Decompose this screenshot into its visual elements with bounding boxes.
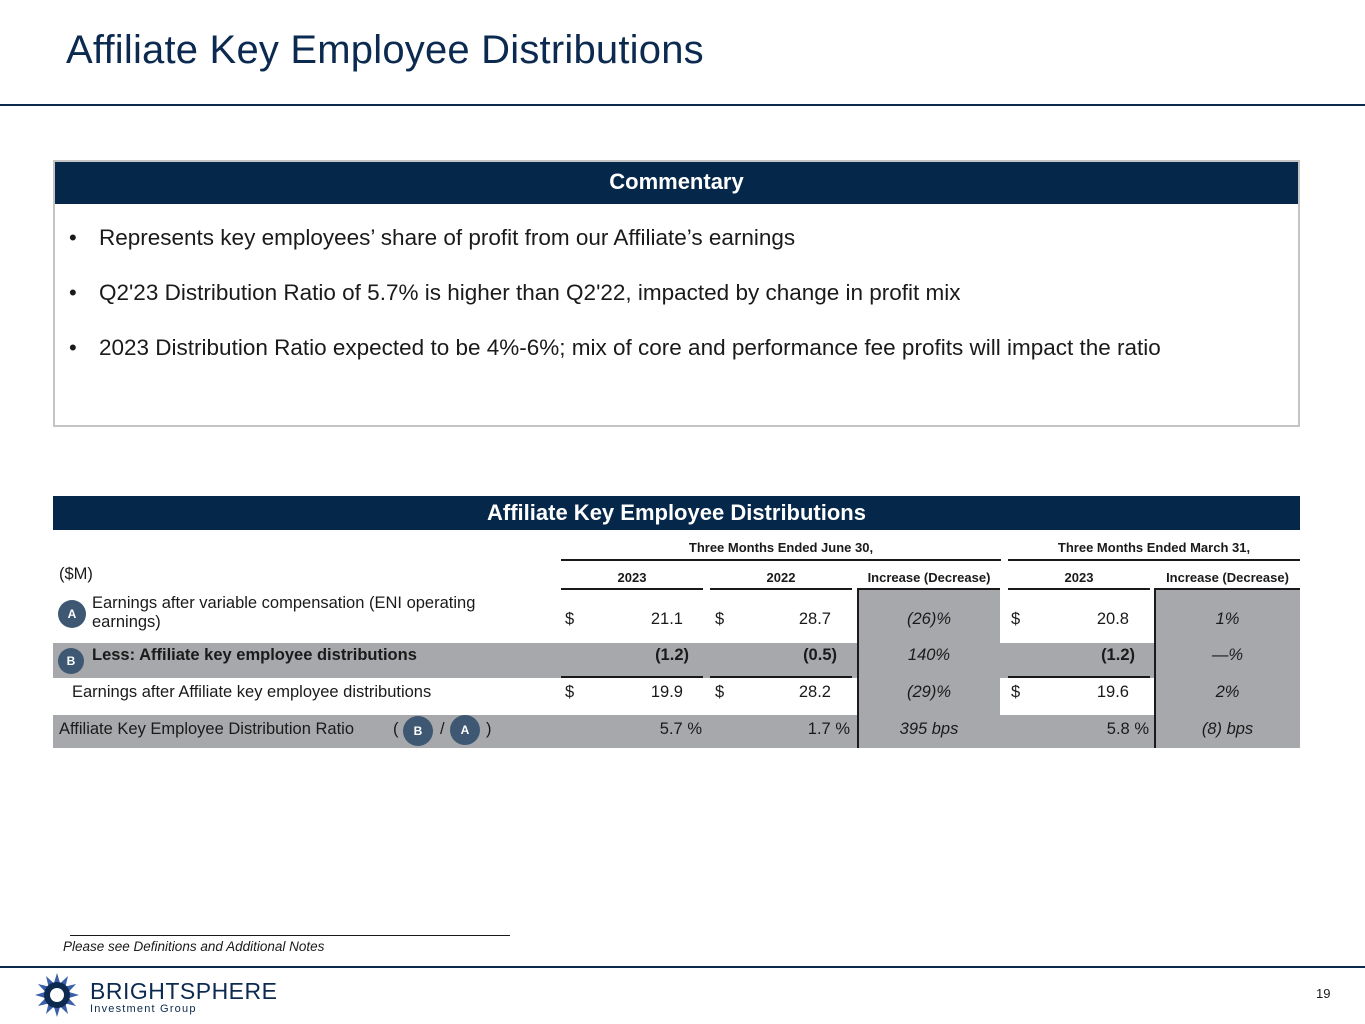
commentary-bullet: • 2023 Distribution Ratio expected to be … [63, 320, 1298, 375]
subtotal-underline [710, 676, 852, 678]
group-underline-june [561, 559, 1001, 561]
group-header-june: Three Months Ended June 30, [688, 540, 874, 555]
col-header-change-mar: Increase (Decrease) [1166, 570, 1289, 585]
row-c-label: Earnings after Affiliate key employee di… [72, 683, 432, 701]
logo-wordmark: BRIGHTSPHERE [90, 978, 278, 1004]
brightsphere-logo-icon [35, 973, 79, 1017]
col-underline [1008, 588, 1150, 590]
row-a-change: (26)% [906, 610, 951, 628]
page-title: Affiliate Key Employee Distributions [66, 28, 704, 72]
commentary-header: Commentary [55, 162, 1298, 204]
commentary-bullet: • Represents key employees’ share of prof… [63, 210, 1298, 265]
ratio-2023-mar: 5.8 % [1106, 720, 1149, 738]
ratio-2023: 5.7 % [659, 720, 702, 738]
column-separator [857, 588, 859, 748]
bullet-icon: • [69, 225, 77, 250]
ratio-row-shade [53, 715, 1300, 748]
subtotal-underline [1008, 676, 1150, 678]
currency-symbol: $ [565, 683, 575, 701]
ratio-change-mar: (8) bps [1201, 720, 1254, 738]
bullet-icon: • [69, 280, 77, 305]
table-header: Affiliate Key Employee Distributions [53, 496, 1300, 530]
row-b-2022: (0.5) [803, 646, 837, 664]
commentary-bullet: • Q2'23 Distribution Ratio of 5.7% is hig… [63, 265, 1298, 320]
col-header-2023-mar: 2023 [1064, 570, 1094, 585]
marker-a-badge: A [58, 600, 86, 628]
distributions-table: Affiliate Key Employee Distributions Thr… [53, 496, 1300, 748]
bullet-icon: • [69, 335, 77, 360]
row-a-label: Earnings after variable compensation (EN… [92, 594, 476, 631]
commentary-box: Commentary • Represents key employees’ sh… [53, 160, 1300, 427]
marker-b-badge: B [58, 648, 84, 674]
ratio-2022: 1.7 % [807, 720, 850, 738]
footnote-divider [70, 935, 510, 936]
row-a-2023-mar: 20.8 [1096, 610, 1129, 628]
currency-symbol: $ [715, 683, 725, 701]
page-number: 19 [1316, 986, 1331, 1001]
row-b-label: Less: Affiliate key employee distributio… [92, 646, 417, 664]
group-header-march: Three Months Ended March 31, [1057, 540, 1251, 555]
column-separator [1154, 588, 1156, 748]
commentary-list: • Represents key employees’ share of prof… [55, 204, 1298, 375]
row-b-change-mar: —% [1211, 646, 1244, 664]
row-a-change-mar: 1% [1215, 610, 1240, 628]
row-c-2022: 28.2 [798, 683, 831, 701]
formula-open-paren: ( [393, 720, 399, 738]
ratio-row-label: Affiliate Key Employee Distribution Rati… [59, 720, 355, 738]
col-underline [710, 588, 852, 590]
title-divider [0, 104, 1365, 106]
group-underline-march [1008, 559, 1300, 561]
row-b-shade [53, 643, 1300, 678]
col-header-change: Increase (Decrease) [867, 570, 991, 585]
logo-subtitle: Investment Group [90, 1003, 197, 1015]
row-c-change-mar: 2% [1215, 683, 1240, 701]
formula-b-badge: B [403, 716, 433, 746]
col-underline [858, 588, 1000, 590]
formula-close-paren: ) [486, 720, 492, 738]
row-b-2023: (1.2) [655, 646, 689, 664]
row-b-change: 140% [907, 646, 951, 664]
currency-symbol: $ [565, 610, 575, 628]
ratio-change: 395 bps [899, 720, 959, 738]
col-underline [1155, 588, 1300, 590]
col-header-2022: 2022 [766, 570, 796, 585]
row-b-2023-mar: (1.2) [1101, 646, 1135, 664]
col-underline [561, 588, 703, 590]
row-c-2023-mar: 19.6 [1096, 683, 1129, 701]
row-a-2023: 21.1 [650, 610, 683, 628]
col-header-2023: 2023 [617, 570, 647, 585]
subtotal-underline [561, 676, 703, 678]
row-a-2022: 28.7 [798, 610, 831, 628]
currency-symbol: $ [1011, 683, 1021, 701]
row-c-2023: 19.9 [650, 683, 683, 701]
footnote: Please see Definitions and Additional No… [63, 939, 325, 954]
formula-slash: / [440, 720, 445, 738]
formula-a-badge: A [450, 715, 480, 745]
footer-divider [0, 966, 1365, 968]
table-body: Three Months Ended June 30, Three Months… [53, 530, 1300, 748]
row-c-change: (29)% [906, 683, 951, 701]
currency-symbol: $ [1011, 610, 1021, 628]
currency-symbol: $ [715, 610, 725, 628]
unit-label: ($M) [59, 565, 93, 583]
row-c-white-gap [1000, 678, 1155, 715]
